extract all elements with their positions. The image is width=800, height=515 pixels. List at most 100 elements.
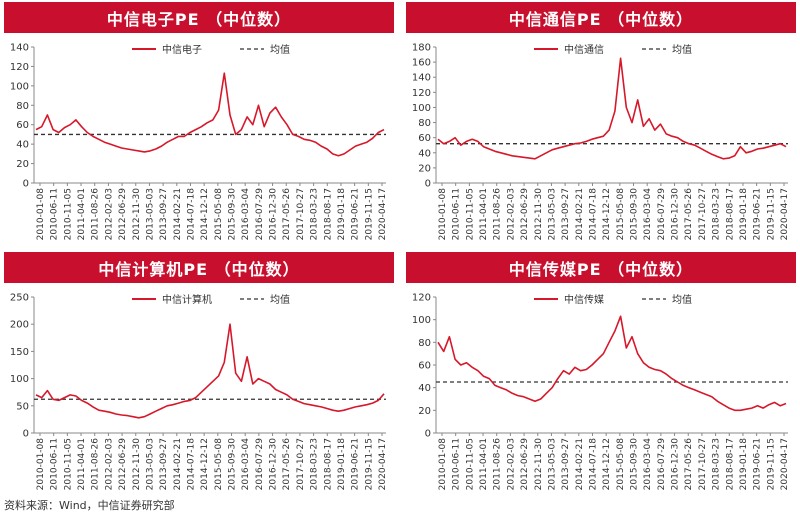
x-tick-label: 2019-06-21 bbox=[351, 438, 361, 490]
y-tick-label: 100 bbox=[412, 103, 431, 114]
chart-svg: 中信通信 均值 0 20 40 60 80 100 120 140 160 180 2010-01-08… bbox=[412, 43, 790, 241]
x-tick-label: 2018-03-23 bbox=[712, 438, 722, 490]
y-tick-label: 200 bbox=[10, 320, 29, 331]
x-tick-label: 2014-07-18 bbox=[588, 438, 598, 491]
x-tick-label: 2016-07-29 bbox=[657, 438, 667, 491]
y-tick-label: 180 bbox=[412, 43, 431, 54]
x-tick-label: 2016-03-04 bbox=[643, 188, 653, 241]
x-tick-label: 2018-08-17 bbox=[323, 188, 333, 240]
x-tick-label: 2019-01-18 bbox=[739, 188, 749, 241]
chart-svg: 中信计算机 均值 0 50 100 150 200 250 2010-01-08 2010-06-… bbox=[10, 293, 388, 491]
x-tick-label: 2019-06-21 bbox=[753, 188, 763, 240]
legend-label-mean: 均值 bbox=[672, 293, 692, 306]
x-tick-label: 2011-04-01 bbox=[77, 438, 87, 490]
x-tick-label: 2010-06-11 bbox=[452, 188, 462, 240]
chart-title: 中信传媒PE （中位数） bbox=[406, 252, 796, 283]
y-tick-label: 150 bbox=[10, 347, 29, 358]
chart-panel-electronics: 中信电子PE （中位数） 中信电子 均值 0 20 40 60 80 100 120 140 201… bbox=[4, 2, 394, 250]
x-tick-label: 2015-09-30 bbox=[630, 188, 640, 241]
x-tick-label: 2015-05-08 bbox=[616, 438, 626, 491]
x-tick-label: 2018-08-17 bbox=[323, 438, 333, 490]
y-tick-label: 80 bbox=[16, 101, 29, 112]
x-tick-label: 2020-04-17 bbox=[780, 188, 790, 240]
x-tick-label: 2014-12-12 bbox=[200, 438, 210, 490]
x-tick-label: 2019-06-21 bbox=[753, 438, 763, 490]
legend-label-mean: 均值 bbox=[270, 43, 290, 56]
x-tick-label: 2019-11-15 bbox=[766, 438, 776, 490]
legend-label-main: 中信计算机 bbox=[162, 293, 212, 306]
x-tick-label: 2015-05-08 bbox=[214, 438, 224, 491]
x-tick-label: 2011-04-01 bbox=[479, 438, 489, 490]
x-tick-label: 2012-02-03 bbox=[104, 188, 114, 240]
y-tick-label: 250 bbox=[10, 293, 29, 304]
x-tick-label: 2018-08-17 bbox=[725, 188, 735, 240]
x-tick-label: 2012-11-30 bbox=[132, 438, 142, 491]
x-tick-label: 2016-07-29 bbox=[255, 438, 265, 491]
y-tick-label: 0 bbox=[425, 429, 431, 440]
x-tick-label: 2014-12-12 bbox=[602, 188, 612, 240]
x-tick-label: 2010-06-11 bbox=[50, 188, 60, 240]
x-tick-label: 2017-05-26 bbox=[282, 188, 292, 241]
x-tick-label: 2013-05-03 bbox=[145, 188, 155, 240]
y-tick-label: 160 bbox=[412, 58, 431, 69]
x-tick-label: 2014-02-21 bbox=[173, 438, 183, 490]
x-tick-label: 2016-03-04 bbox=[241, 438, 251, 491]
x-tick-label: 2016-12-30 bbox=[269, 188, 279, 241]
y-tick-label: 60 bbox=[418, 361, 431, 372]
x-tick-label: 2018-03-23 bbox=[310, 188, 320, 240]
x-tick-label: 2012-06-29 bbox=[520, 188, 530, 241]
x-tick-label: 2019-01-18 bbox=[337, 438, 347, 491]
y-tick-label: 80 bbox=[418, 338, 431, 349]
y-tick-label: 20 bbox=[418, 406, 431, 417]
y-tick-label: 20 bbox=[418, 163, 431, 174]
x-tick-label: 2019-01-18 bbox=[739, 438, 749, 491]
x-tick-label: 2014-12-12 bbox=[200, 188, 210, 240]
x-tick-label: 2014-02-21 bbox=[173, 188, 183, 240]
x-tick-label: 2016-07-29 bbox=[255, 188, 265, 241]
chart-title: 中信计算机PE （中位数） bbox=[4, 252, 394, 283]
x-tick-label: 2010-01-08 bbox=[438, 438, 448, 491]
y-tick-label: 20 bbox=[16, 159, 29, 170]
legend-label-mean: 均值 bbox=[672, 43, 692, 56]
x-tick-label: 2013-05-03 bbox=[547, 188, 557, 240]
x-tick-label: 2013-05-03 bbox=[145, 438, 155, 490]
x-tick-label: 2017-10-27 bbox=[296, 188, 306, 240]
x-tick-label: 2012-02-03 bbox=[506, 188, 516, 240]
x-tick-label: 2020-04-17 bbox=[378, 438, 388, 490]
x-tick-label: 2017-05-26 bbox=[684, 438, 694, 491]
chart-svg: 中信传媒 均值 0 20 40 60 80 100 120 2010-01-08 2010-06-1… bbox=[412, 293, 790, 491]
x-tick-label: 2013-09-27 bbox=[159, 188, 169, 240]
chart-panel-computer: 中信计算机PE （中位数） 中信计算机 均值 0 50 100 150 200 250 2010… bbox=[4, 252, 394, 500]
x-tick-label: 2012-11-30 bbox=[132, 188, 142, 241]
x-tick-label: 2019-01-18 bbox=[337, 188, 347, 241]
x-tick-label: 2014-02-21 bbox=[575, 188, 585, 240]
x-tick-label: 2010-06-11 bbox=[452, 438, 462, 490]
x-tick-label: 2011-08-26 bbox=[91, 188, 101, 241]
x-tick-label: 2016-03-04 bbox=[643, 438, 653, 491]
x-tick-label: 2019-11-15 bbox=[364, 188, 374, 240]
source-note: 资料来源：Wind，中信证券研究部 bbox=[4, 499, 175, 512]
series-line bbox=[35, 72, 385, 157]
x-tick-label: 2014-02-21 bbox=[575, 438, 585, 490]
chart-title: 中信通信PE （中位数） bbox=[406, 2, 796, 33]
x-tick-label: 2020-04-17 bbox=[780, 438, 790, 490]
x-tick-label: 2015-09-30 bbox=[228, 188, 238, 241]
x-tick-label: 2017-05-26 bbox=[684, 188, 694, 241]
x-tick-label: 2014-07-18 bbox=[186, 188, 196, 241]
y-tick-label: 100 bbox=[412, 315, 431, 326]
x-tick-label: 2016-12-30 bbox=[269, 438, 279, 491]
x-tick-label: 2013-09-27 bbox=[159, 438, 169, 490]
legend-label-mean: 均值 bbox=[270, 293, 290, 306]
x-tick-label: 2017-05-26 bbox=[282, 438, 292, 491]
y-tick-label: 100 bbox=[10, 81, 29, 92]
series-line bbox=[35, 323, 385, 419]
series-line bbox=[437, 315, 787, 412]
x-tick-label: 2011-08-26 bbox=[493, 188, 503, 241]
x-tick-label: 2010-01-08 bbox=[36, 188, 46, 241]
x-tick-label: 2010-01-08 bbox=[438, 188, 448, 241]
x-tick-label: 2010-01-08 bbox=[36, 438, 46, 491]
x-tick-label: 2018-03-23 bbox=[712, 188, 722, 240]
x-tick-label: 2018-08-17 bbox=[725, 438, 735, 490]
y-tick-label: 100 bbox=[10, 374, 29, 385]
x-tick-label: 2012-02-03 bbox=[506, 438, 516, 490]
